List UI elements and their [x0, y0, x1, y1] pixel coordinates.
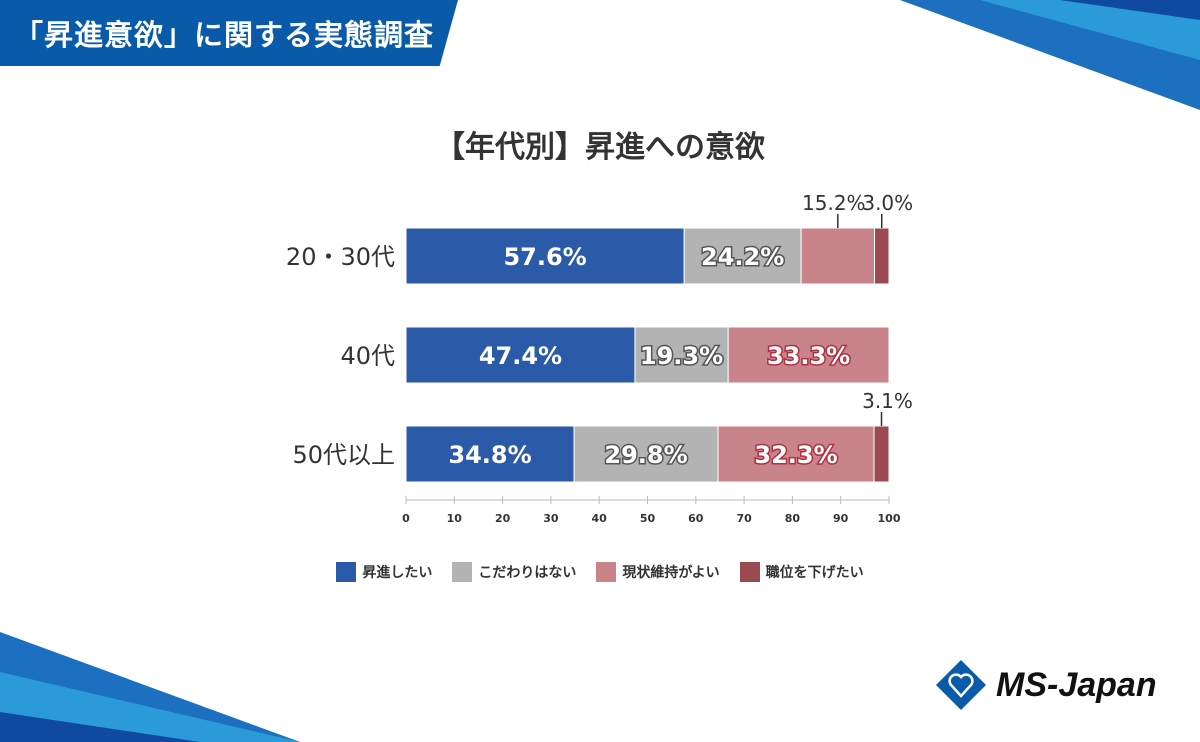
legend-label: 昇進したい	[362, 565, 433, 581]
data-label: 33.3%	[767, 342, 850, 370]
category-label: 40代	[340, 342, 395, 370]
page-title: 「昇進意欲」に関する実態調査	[14, 18, 435, 52]
data-label: 32.3%	[754, 441, 837, 469]
data-label: 24.2%	[701, 243, 784, 271]
legend-label: 現状維持がよい	[622, 565, 720, 581]
bar-segment	[405, 227, 685, 285]
data-label: 47.4%	[479, 342, 562, 370]
x-tick-label: 90	[833, 512, 849, 525]
legend-label: こだわりはない	[478, 565, 577, 581]
legend-label: 職位を下げたい	[765, 565, 864, 581]
decor-bottom-left	[0, 632, 300, 742]
x-tick-label: 80	[785, 512, 801, 525]
legend-item: 昇進したい	[336, 562, 432, 582]
x-tick-label: 40	[592, 512, 608, 525]
legend-swatch	[739, 562, 760, 582]
legend-item: 現状維持がよい	[596, 562, 720, 582]
bar-segment	[573, 425, 719, 483]
bar-segment	[717, 425, 875, 483]
legend: 昇進したい こだわりはない 現状維持がよい 職位を下げたい	[0, 562, 1200, 582]
legend-item: 職位を下げたい	[739, 562, 864, 582]
legend-swatch	[336, 562, 357, 582]
legend-swatch	[596, 562, 617, 582]
x-tick-label: 100	[878, 512, 901, 525]
x-tick-label: 30	[543, 512, 559, 525]
x-tick-label: 50	[640, 512, 656, 525]
data-label: 34.8%	[448, 441, 531, 469]
bar-segment	[683, 227, 802, 285]
header-banner	[0, 0, 458, 66]
x-tick-label: 60	[688, 512, 704, 525]
bar-segment	[727, 326, 890, 384]
bar-segment	[873, 425, 890, 483]
logo-text: MS-Japan	[996, 665, 1157, 704]
bar-segment	[874, 227, 890, 285]
x-tick-label: 20	[495, 512, 511, 525]
data-label: 15.2%	[802, 191, 866, 215]
category-label: 20・30代	[286, 243, 395, 271]
x-tick-label: 0	[402, 512, 410, 525]
data-label: 19.3%	[640, 342, 723, 370]
logo-diamond-icon	[936, 660, 986, 710]
data-label: 29.8%	[604, 441, 687, 469]
x-tick-label: 70	[736, 512, 752, 525]
bar-segment	[405, 425, 575, 483]
data-label: 3.1%	[862, 389, 913, 413]
decor-top-right	[900, 0, 1200, 110]
legend-item: こだわりはない	[452, 562, 576, 582]
chart-title: 【年代別】昇進への意欲	[435, 130, 765, 165]
data-label: 57.6%	[503, 243, 586, 271]
x-tick-label: 10	[447, 512, 463, 525]
bar-segment	[634, 326, 729, 384]
bar-segment	[405, 326, 636, 384]
legend-swatch	[452, 562, 473, 582]
bar-segment	[800, 227, 876, 285]
logo: MS-Japan	[936, 660, 1157, 710]
category-label: 50代以上	[292, 441, 395, 469]
data-label: 3.0%	[862, 191, 913, 215]
